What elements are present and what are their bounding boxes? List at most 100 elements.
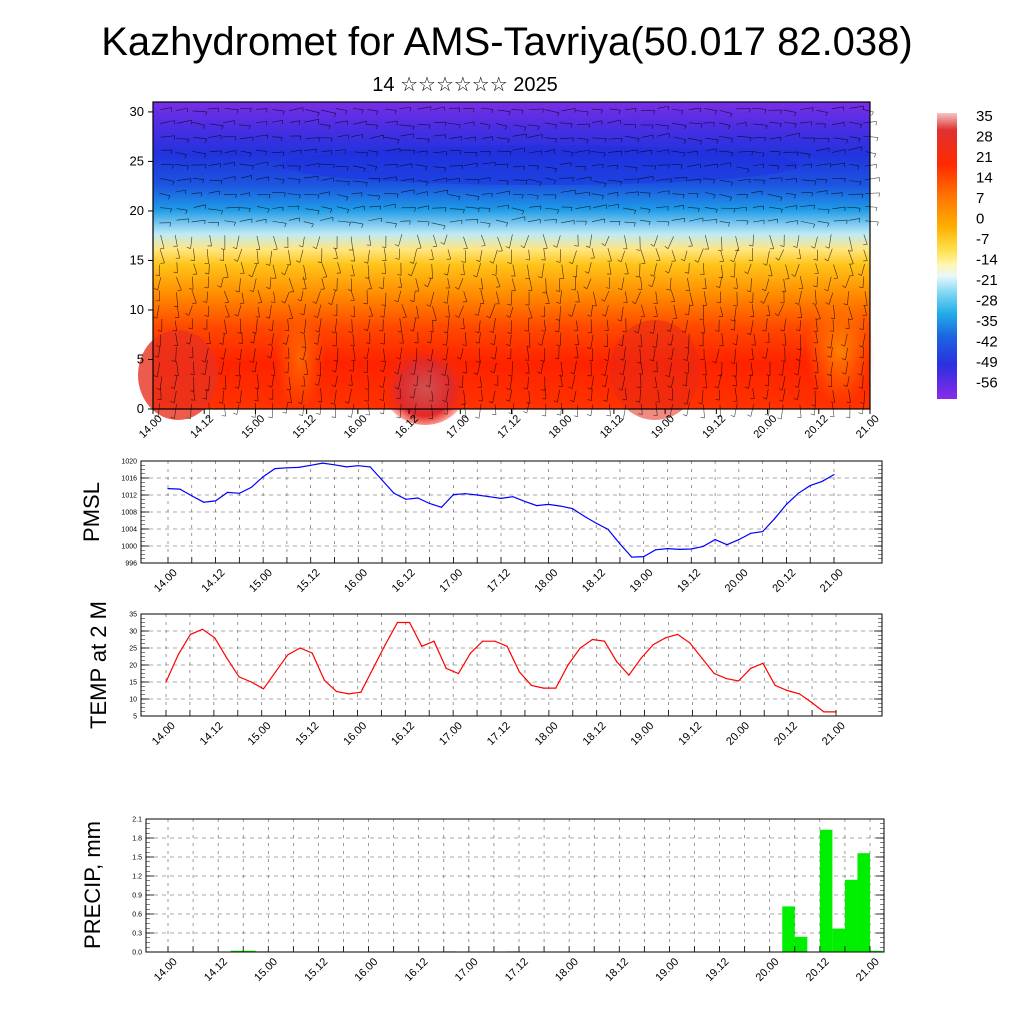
wind-barb-feather bbox=[300, 313, 304, 316]
wind-barb-feather bbox=[601, 243, 606, 246]
wind-barb-feather bbox=[363, 168, 366, 173]
wind-barb-feather bbox=[251, 370, 256, 373]
wind-barb-feather bbox=[825, 112, 828, 117]
wind-barb-feather bbox=[188, 356, 194, 359]
wind-barb bbox=[545, 278, 547, 294]
wind-barb bbox=[736, 122, 747, 125]
wind-barb bbox=[401, 332, 404, 344]
wind-barb-feather bbox=[601, 195, 604, 200]
wind-barb bbox=[256, 250, 259, 264]
wind-barb bbox=[353, 151, 368, 154]
wind-barb bbox=[590, 319, 593, 334]
wind-barb-feather bbox=[317, 210, 320, 215]
wind-barb-feather bbox=[409, 261, 414, 264]
wind-barb-feather bbox=[682, 194, 685, 199]
wind-barb bbox=[750, 404, 754, 417]
wind-barb bbox=[318, 374, 321, 386]
wind-barb bbox=[527, 193, 539, 196]
wind-barb-feather bbox=[409, 396, 414, 399]
wind-barb-feather bbox=[554, 330, 559, 333]
wind-barb bbox=[831, 106, 844, 110]
wind-barb-feather bbox=[381, 246, 386, 249]
wind-barb bbox=[591, 388, 593, 401]
wind-barb bbox=[447, 318, 450, 334]
wind-barb bbox=[369, 205, 381, 208]
wind-barb-feather bbox=[281, 300, 286, 304]
wind-barb bbox=[593, 180, 607, 184]
wind-barb-feather bbox=[236, 401, 241, 404]
wind-barb bbox=[608, 203, 619, 207]
wind-barb bbox=[656, 178, 672, 181]
wind-barb-feather bbox=[458, 124, 461, 129]
wind-barb bbox=[255, 361, 257, 373]
wind-barb bbox=[432, 320, 434, 332]
wind-barb bbox=[670, 334, 674, 346]
x-tick-label: 16.12 bbox=[389, 720, 417, 748]
wind-barb bbox=[765, 347, 769, 359]
wind-barb bbox=[814, 304, 821, 319]
wind-barb bbox=[462, 375, 464, 388]
wind-barb-feather bbox=[443, 413, 448, 415]
wind-barb-feather bbox=[542, 292, 547, 294]
wind-barb bbox=[464, 332, 467, 346]
y-tick-label: 0 bbox=[137, 401, 144, 416]
wind-barb-feather bbox=[521, 210, 525, 215]
wind-barb-feather bbox=[556, 261, 561, 263]
wind-barb-feather bbox=[585, 221, 587, 226]
wind-barb-feather bbox=[298, 245, 303, 248]
precip-bar bbox=[782, 906, 795, 952]
wind-barb-feather bbox=[233, 412, 237, 415]
wind-barb bbox=[687, 277, 691, 291]
wind-barb bbox=[272, 264, 277, 279]
wind-barb bbox=[608, 150, 622, 153]
wind-barb bbox=[383, 176, 397, 180]
wind-barb bbox=[527, 219, 541, 223]
wind-barb bbox=[817, 362, 819, 373]
x-tick-label: 18.00 bbox=[532, 567, 560, 595]
wind-barb bbox=[560, 374, 563, 387]
wind-barb-feather bbox=[876, 221, 879, 226]
wind-barb bbox=[736, 278, 738, 289]
wind-barb bbox=[302, 347, 307, 360]
wind-barb-feather bbox=[824, 123, 826, 128]
wind-barb bbox=[176, 119, 192, 124]
data-point bbox=[643, 556, 645, 558]
wind-barb bbox=[527, 264, 530, 279]
wind-barb bbox=[778, 249, 784, 261]
wind-barb-feather bbox=[878, 192, 880, 197]
wind-barb bbox=[528, 164, 539, 167]
wind-barb bbox=[704, 108, 717, 111]
precipitation-panel: PRECIP, mm 2.11.81.51.20.90.60.30.014.00… bbox=[80, 817, 885, 984]
wind-barb bbox=[656, 361, 658, 372]
wind-barb-feather bbox=[440, 242, 445, 245]
colorbar-label: 21 bbox=[976, 149, 993, 166]
wind-barb bbox=[206, 291, 209, 303]
wind-barb bbox=[431, 222, 446, 227]
wind-barb bbox=[624, 235, 628, 249]
wind-barb-feather bbox=[523, 411, 527, 414]
data-point bbox=[607, 528, 609, 531]
wind-barb-feather bbox=[232, 246, 237, 250]
wind-barb-feather bbox=[713, 179, 715, 184]
wind-barb-feather bbox=[396, 121, 398, 126]
wind-barb bbox=[334, 389, 337, 405]
wind-barb-feather bbox=[443, 301, 448, 304]
wind-barb bbox=[704, 278, 707, 289]
x-tick-label: 20.12 bbox=[804, 956, 832, 984]
wind-barb bbox=[528, 249, 530, 261]
wind-barb-feather bbox=[778, 151, 781, 156]
wind-barb-feather bbox=[236, 109, 239, 114]
wind-barb-feather bbox=[473, 274, 477, 278]
wind-barb bbox=[224, 319, 227, 334]
colorbar-label: 7 bbox=[976, 190, 984, 207]
wind-barb bbox=[256, 374, 260, 389]
wind-barb-feather bbox=[155, 299, 160, 302]
wind-barb bbox=[573, 390, 577, 402]
wind-barb bbox=[865, 206, 878, 208]
wind-barb-feather bbox=[541, 414, 546, 417]
wind-barb-feather bbox=[186, 247, 191, 249]
data-point bbox=[322, 462, 324, 464]
data-point bbox=[348, 693, 350, 695]
wind-barb bbox=[511, 207, 525, 212]
wind-barb bbox=[207, 134, 222, 139]
